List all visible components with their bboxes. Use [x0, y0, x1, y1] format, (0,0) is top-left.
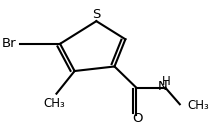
Text: O: O [132, 112, 142, 125]
Text: CH₃: CH₃ [187, 99, 209, 112]
Text: Br: Br [2, 37, 17, 50]
Text: N: N [158, 80, 168, 93]
Text: H: H [162, 75, 171, 88]
Text: CH₃: CH₃ [44, 97, 66, 111]
Text: S: S [92, 8, 100, 21]
